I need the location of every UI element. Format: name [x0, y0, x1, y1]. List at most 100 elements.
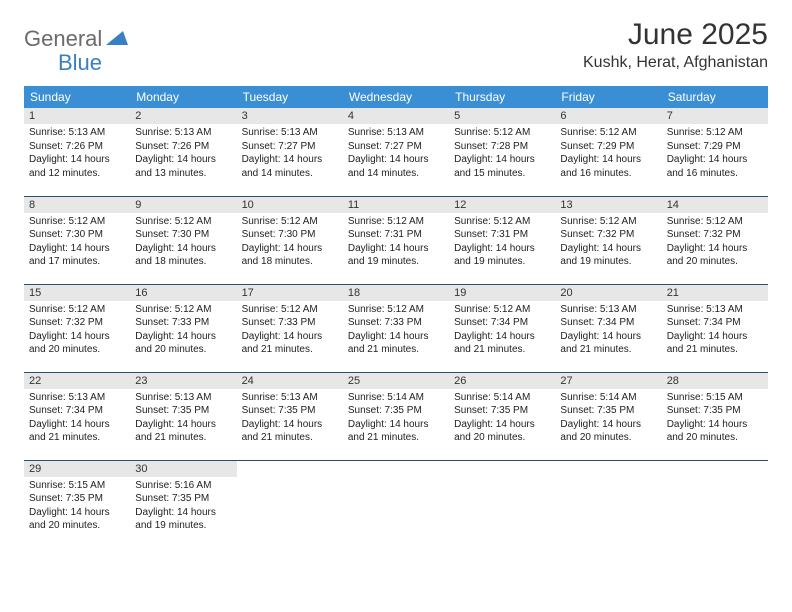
sunrise-text: Sunrise: 5:12 AM: [560, 126, 656, 140]
calendar-cell: 24Sunrise: 5:13 AMSunset: 7:35 PMDayligh…: [237, 372, 343, 460]
logo-text-blue: Blue: [58, 50, 102, 75]
month-title: June 2025: [583, 18, 768, 52]
day-body: Sunrise: 5:12 AMSunset: 7:30 PMDaylight:…: [24, 213, 130, 273]
sunrise-text: Sunrise: 5:12 AM: [242, 215, 338, 229]
daylight-text: Daylight: 14 hours: [454, 153, 550, 167]
sunset-text: Sunset: 7:35 PM: [454, 404, 550, 418]
daylight-text: and 18 minutes.: [135, 255, 231, 269]
calendar-row: 22Sunrise: 5:13 AMSunset: 7:34 PMDayligh…: [24, 372, 768, 460]
sunset-text: Sunset: 7:26 PM: [135, 140, 231, 154]
daylight-text: Daylight: 14 hours: [135, 242, 231, 256]
daylight-text: Daylight: 14 hours: [29, 418, 125, 432]
daylight-text: and 19 minutes.: [135, 519, 231, 533]
daylight-text: Daylight: 14 hours: [29, 330, 125, 344]
day-number: 16: [130, 285, 236, 301]
calendar-cell: 8Sunrise: 5:12 AMSunset: 7:30 PMDaylight…: [24, 196, 130, 284]
sunrise-text: Sunrise: 5:12 AM: [29, 215, 125, 229]
weekday-header: Tuesday: [237, 86, 343, 108]
daylight-text: Daylight: 14 hours: [560, 330, 656, 344]
daylight-text: and 16 minutes.: [667, 167, 763, 181]
day-number: 28: [662, 373, 768, 389]
day-body: Sunrise: 5:13 AMSunset: 7:35 PMDaylight:…: [130, 389, 236, 449]
sunset-text: Sunset: 7:32 PM: [560, 228, 656, 242]
calendar-cell: 7Sunrise: 5:12 AMSunset: 7:29 PMDaylight…: [662, 108, 768, 196]
sunset-text: Sunset: 7:35 PM: [348, 404, 444, 418]
daylight-text: Daylight: 14 hours: [348, 330, 444, 344]
sunset-text: Sunset: 7:26 PM: [29, 140, 125, 154]
calendar-cell: ..: [343, 460, 449, 548]
day-number: 5: [449, 108, 555, 124]
day-number: 30: [130, 461, 236, 477]
daylight-text: and 20 minutes.: [135, 343, 231, 357]
calendar-cell: 3Sunrise: 5:13 AMSunset: 7:27 PMDaylight…: [237, 108, 343, 196]
sunset-text: Sunset: 7:30 PM: [135, 228, 231, 242]
daylight-text: and 19 minutes.: [454, 255, 550, 269]
calendar-cell: 15Sunrise: 5:12 AMSunset: 7:32 PMDayligh…: [24, 284, 130, 372]
sunrise-text: Sunrise: 5:13 AM: [29, 391, 125, 405]
weekday-header: Saturday: [662, 86, 768, 108]
day-body: Sunrise: 5:14 AMSunset: 7:35 PMDaylight:…: [449, 389, 555, 449]
weekday-header: Sunday: [24, 86, 130, 108]
sunrise-text: Sunrise: 5:12 AM: [348, 303, 444, 317]
sunset-text: Sunset: 7:35 PM: [667, 404, 763, 418]
sunset-text: Sunset: 7:29 PM: [667, 140, 763, 154]
daylight-text: Daylight: 14 hours: [242, 330, 338, 344]
daylight-text: Daylight: 14 hours: [454, 418, 550, 432]
sunrise-text: Sunrise: 5:12 AM: [135, 215, 231, 229]
day-number: 26: [449, 373, 555, 389]
daylight-text: Daylight: 14 hours: [135, 330, 231, 344]
daylight-text: and 21 minutes.: [348, 343, 444, 357]
day-body: Sunrise: 5:12 AMSunset: 7:29 PMDaylight:…: [662, 124, 768, 184]
calendar-cell: 9Sunrise: 5:12 AMSunset: 7:30 PMDaylight…: [130, 196, 236, 284]
logo: General: [24, 18, 130, 52]
calendar-cell: 27Sunrise: 5:14 AMSunset: 7:35 PMDayligh…: [555, 372, 661, 460]
sunset-text: Sunset: 7:33 PM: [348, 316, 444, 330]
sunrise-text: Sunrise: 5:15 AM: [667, 391, 763, 405]
daylight-text: and 14 minutes.: [348, 167, 444, 181]
calendar-row: 1Sunrise: 5:13 AMSunset: 7:26 PMDaylight…: [24, 108, 768, 196]
day-body: Sunrise: 5:13 AMSunset: 7:35 PMDaylight:…: [237, 389, 343, 449]
day-body: Sunrise: 5:12 AMSunset: 7:30 PMDaylight:…: [130, 213, 236, 273]
calendar-row: 15Sunrise: 5:12 AMSunset: 7:32 PMDayligh…: [24, 284, 768, 372]
day-body: Sunrise: 5:12 AMSunset: 7:34 PMDaylight:…: [449, 301, 555, 361]
sunrise-text: Sunrise: 5:13 AM: [29, 126, 125, 140]
header: General June 2025 Kushk, Herat, Afghanis…: [24, 18, 768, 72]
sunrise-text: Sunrise: 5:13 AM: [242, 391, 338, 405]
daylight-text: and 20 minutes.: [667, 431, 763, 445]
day-number: 10: [237, 197, 343, 213]
day-body: Sunrise: 5:14 AMSunset: 7:35 PMDaylight:…: [555, 389, 661, 449]
daylight-text: and 20 minutes.: [29, 343, 125, 357]
day-body: Sunrise: 5:12 AMSunset: 7:31 PMDaylight:…: [343, 213, 449, 273]
weekday-header-row: Sunday Monday Tuesday Wednesday Thursday…: [24, 86, 768, 108]
daylight-text: Daylight: 14 hours: [29, 506, 125, 520]
sunrise-text: Sunrise: 5:16 AM: [135, 479, 231, 493]
calendar-cell: 19Sunrise: 5:12 AMSunset: 7:34 PMDayligh…: [449, 284, 555, 372]
day-body: Sunrise: 5:13 AMSunset: 7:27 PMDaylight:…: [343, 124, 449, 184]
day-body: Sunrise: 5:12 AMSunset: 7:33 PMDaylight:…: [343, 301, 449, 361]
calendar-cell: 21Sunrise: 5:13 AMSunset: 7:34 PMDayligh…: [662, 284, 768, 372]
daylight-text: and 14 minutes.: [242, 167, 338, 181]
calendar-cell: 12Sunrise: 5:12 AMSunset: 7:31 PMDayligh…: [449, 196, 555, 284]
calendar-cell: 16Sunrise: 5:12 AMSunset: 7:33 PMDayligh…: [130, 284, 236, 372]
calendar-cell: 22Sunrise: 5:13 AMSunset: 7:34 PMDayligh…: [24, 372, 130, 460]
calendar-cell: ..: [662, 460, 768, 548]
sunset-text: Sunset: 7:35 PM: [29, 492, 125, 506]
sunrise-text: Sunrise: 5:12 AM: [454, 303, 550, 317]
daylight-text: and 21 minutes.: [29, 431, 125, 445]
daylight-text: and 20 minutes.: [560, 431, 656, 445]
sunrise-text: Sunrise: 5:14 AM: [454, 391, 550, 405]
day-number: 12: [449, 197, 555, 213]
daylight-text: Daylight: 14 hours: [560, 418, 656, 432]
daylight-text: and 17 minutes.: [29, 255, 125, 269]
weekday-header: Monday: [130, 86, 236, 108]
daylight-text: and 21 minutes.: [135, 431, 231, 445]
location-label: Kushk, Herat, Afghanistan: [583, 54, 768, 72]
calendar-cell: 14Sunrise: 5:12 AMSunset: 7:32 PMDayligh…: [662, 196, 768, 284]
day-body: Sunrise: 5:12 AMSunset: 7:32 PMDaylight:…: [24, 301, 130, 361]
day-body: Sunrise: 5:12 AMSunset: 7:30 PMDaylight:…: [237, 213, 343, 273]
day-number: 22: [24, 373, 130, 389]
day-number: 3: [237, 108, 343, 124]
calendar-cell: 10Sunrise: 5:12 AMSunset: 7:30 PMDayligh…: [237, 196, 343, 284]
daylight-text: and 20 minutes.: [454, 431, 550, 445]
calendar-cell: 29Sunrise: 5:15 AMSunset: 7:35 PMDayligh…: [24, 460, 130, 548]
